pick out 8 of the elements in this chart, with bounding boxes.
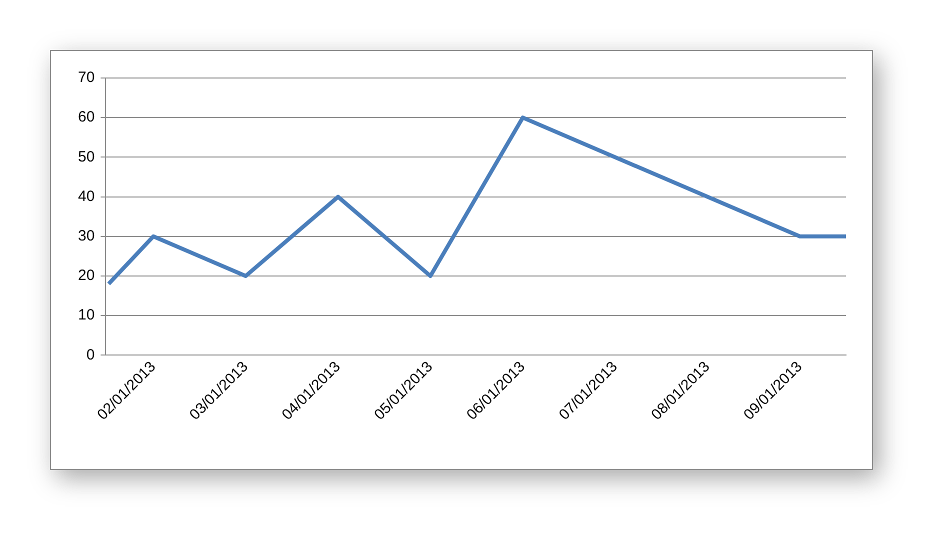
y-tick-label: 60 [78,108,95,126]
y-tick-label: 70 [78,69,95,86]
y-tick-label: 10 [78,306,95,324]
y-tick-label: 50 [78,148,95,166]
y-tick-label: 30 [78,228,95,245]
y-tick-label: 40 [78,188,95,205]
y-tick-label: 0 [86,346,95,364]
y-tick-label: 20 [78,267,95,284]
